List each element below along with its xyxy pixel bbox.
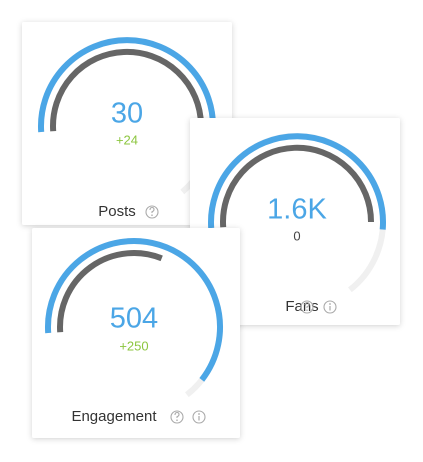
info-dot	[329, 303, 331, 305]
metric-value: 504	[110, 303, 158, 335]
help-glyph	[304, 301, 310, 308]
metric-label: Engagement	[71, 408, 157, 425]
help-dot	[151, 214, 153, 216]
gauge-current	[38, 37, 216, 133]
gauge-current	[208, 133, 387, 230]
help-icon	[170, 410, 184, 424]
help-glyph	[174, 411, 180, 418]
info-icon	[192, 410, 206, 424]
info-dot	[198, 413, 200, 415]
help-glyph	[149, 206, 155, 213]
card-background	[32, 228, 240, 438]
gauge-previous	[50, 48, 204, 132]
metric-change: 0	[293, 228, 300, 243]
help-icon	[300, 300, 314, 314]
metric-label: Posts	[98, 203, 136, 220]
metric-value: 30	[111, 98, 143, 130]
metric-card: 504 +250 Engagement	[32, 228, 240, 438]
metric-change: +250	[119, 338, 148, 353]
help-dot	[176, 419, 178, 422]
info-icon	[323, 300, 337, 314]
metric-label: Fans	[285, 298, 318, 315]
metric-change: +24	[116, 132, 138, 147]
gauge-current	[45, 238, 223, 382]
metric-card: 1.6K 0 Fans	[190, 118, 400, 325]
gauge-previous	[220, 144, 375, 228]
metric-value: 1.6K	[267, 194, 327, 226]
metric-card: 30 +24 Posts	[22, 22, 232, 225]
gauge-previous	[57, 250, 163, 333]
help-dot	[306, 309, 308, 312]
help-icon	[145, 205, 159, 219]
